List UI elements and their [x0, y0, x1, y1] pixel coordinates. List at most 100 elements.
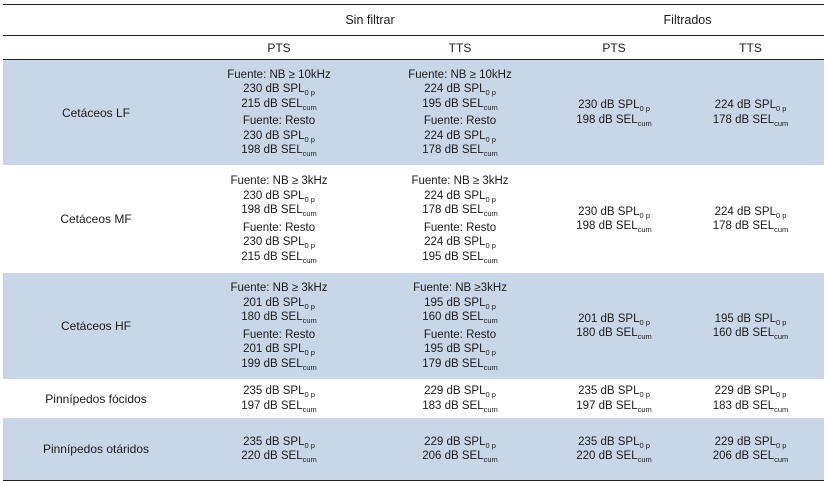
spl-value: 229 — [714, 435, 734, 448]
threshold-cell: 195 dB SPL0 p 160 dB SELcum — [677, 272, 825, 380]
spl-value: 230 — [243, 129, 263, 142]
spl-unit: dB SPL — [265, 189, 305, 202]
sel-unit: dB SEL — [263, 450, 303, 462]
sel-unit: dB SEL — [263, 250, 303, 263]
sel-unit: dB SEL — [735, 450, 775, 462]
source-condition: Fuente: NB ≥ 10kHz — [227, 68, 331, 81]
threshold-cell: Fuente: NB ≥ 3kHz 201 dB SPL0 p 180 dB SEL… — [189, 272, 369, 380]
sel-line: 206 dB SELcum — [677, 449, 824, 464]
row-group-label: Pinnípedos fócidos — [3, 379, 189, 418]
sel-subscript: cum — [637, 455, 652, 464]
sel-subscript: cum — [774, 332, 789, 341]
threshold-block: Fuente: NB ≥ 10kHz 230 dB SPL0 p 215 dB SE… — [189, 68, 369, 112]
sel-unit: dB SEL — [263, 204, 303, 216]
spl-line: 195 dB SPL0 p — [369, 296, 551, 311]
spl-value: 224 — [424, 189, 444, 202]
sel-value: 195 — [422, 250, 442, 263]
spl-subscript: 0 p — [304, 301, 315, 311]
sel-line: 197 dB SELcum — [551, 399, 677, 414]
sel-value: 206 — [422, 450, 442, 462]
source-condition: Fuente: Resto — [423, 328, 497, 341]
spl-subscript: 0 p — [485, 194, 496, 204]
sel-value: 220 — [241, 450, 261, 462]
threshold-block: Fuente: NB ≥ 3kHz 201 dB SPL0 p 180 dB SEL… — [189, 281, 369, 325]
spl-unit: dB SPL — [600, 312, 640, 325]
spl-line: 224 dB SPL0 p — [369, 82, 551, 97]
spl-line: 235 dB SPL0 p — [189, 435, 369, 450]
spl-value: 235 — [243, 435, 263, 448]
sel-unit: dB SEL — [735, 399, 775, 412]
sel-value: 220 — [576, 450, 596, 462]
sel-line: 206 dB SELcum — [369, 449, 551, 464]
spl-subscript: 0 p — [775, 104, 787, 113]
sel-unit: dB SEL — [444, 357, 484, 370]
subheader-pts: PTS — [189, 35, 369, 60]
spl-line: 230 dB SPL0 p — [189, 129, 369, 144]
sel-value: 199 — [241, 357, 261, 370]
source-condition: Fuente: NB ≥ 3kHz — [230, 282, 328, 294]
sel-subscript: cum — [774, 225, 789, 234]
threshold-cell: Fuente: NB ≥ 10kHz 224 dB SPL0 p 195 dB SE… — [369, 59, 552, 166]
spl-subscript: 0 p — [304, 390, 315, 399]
sel-subscript: cum — [302, 255, 317, 265]
spl-unit: dB SPL — [265, 435, 305, 448]
source-condition: Fuente: NB ≥ 3kHz — [411, 175, 509, 187]
sel-unit: dB SEL — [444, 450, 484, 462]
threshold-block: 229 dB SPL0 p 183 dB SELcum — [369, 384, 551, 413]
spl-unit: dB SPL — [736, 205, 776, 218]
spl-value: 235 — [578, 435, 598, 448]
spl-subscript: 0 p — [639, 210, 650, 220]
spl-value: 224 — [424, 83, 444, 95]
spl-unit: dB SPL — [265, 296, 305, 309]
sel-line: 215 dB SELcum — [189, 97, 369, 112]
spl-line: 229 dB SPL0 p — [369, 384, 551, 399]
spl-unit: dB SPL — [265, 83, 305, 95]
sel-subscript: cum — [483, 255, 498, 265]
threshold-block: 201 dB SPL0 p 180 dB SELcum — [551, 312, 677, 341]
spl-subscript: 0 p — [304, 440, 315, 450]
spl-unit: dB SPL — [265, 343, 305, 355]
source-condition: Fuente: NB ≥ 3kHz — [230, 175, 328, 187]
threshold-cell: 201 dB SPL0 p 180 dB SELcum — [551, 272, 678, 380]
spl-line: 230 dB SPL0 p — [189, 235, 369, 250]
threshold-cell: 235 dB SPL0 p 220 dB SELcum — [551, 417, 678, 481]
spl-value: 230 — [243, 83, 263, 95]
sel-value: 180 — [241, 311, 261, 323]
sel-unit: dB SEL — [598, 399, 638, 412]
threshold-cell: 224 dB SPL0 p 178 dB SELcum — [677, 165, 825, 273]
source-condition: Fuente: NB ≥ 10kHz — [408, 68, 512, 81]
sel-subscript: cum — [302, 149, 317, 158]
spl-unit: dB SPL — [446, 343, 486, 355]
spl-line: 230 dB SPL0 p — [551, 98, 677, 113]
spl-value: 235 — [243, 385, 263, 397]
spl-subscript: 0 p — [304, 88, 315, 97]
table-row: Cetáceos HF Fuente: NB ≥ 3kHz 201 dB SPL0 … — [3, 272, 825, 380]
spl-unit: dB SPL — [600, 435, 640, 448]
sel-subscript: cum — [483, 209, 498, 218]
source-condition: Fuente: Resto — [242, 115, 316, 127]
spl-subscript: 0 p — [485, 390, 496, 399]
group-header-sin-filtrar: Sin filtrar — [189, 4, 552, 36]
threshold-block: 235 dB SPL0 p 197 dB SELcum — [551, 384, 677, 413]
threshold-cell: 230 dB SPL0 p 198 dB SELcum — [551, 59, 678, 166]
spl-value: 224 — [714, 205, 734, 218]
spl-subscript: 0 p — [639, 440, 650, 450]
sel-subscript: cum — [302, 455, 317, 464]
threshold-cell: 224 dB SPL0 p 178 dB SELcum — [677, 59, 825, 166]
threshold-block: 235 dB SPL0 p 197 dB SELcum — [189, 384, 369, 413]
sel-subscript: cum — [483, 102, 498, 112]
spl-value: 230 — [578, 205, 598, 218]
spl-line: 229 dB SPL0 p — [677, 384, 824, 399]
sel-value: 198 — [241, 144, 261, 156]
spl-value: 224 — [424, 236, 444, 248]
source-condition: Fuente: Resto — [242, 328, 316, 341]
subheader-tts: TTS — [677, 35, 825, 60]
spl-subscript: 0 p — [775, 390, 787, 399]
spl-value: 230 — [578, 99, 598, 111]
sel-line: 160 dB SELcum — [677, 326, 824, 341]
spl-subscript: 0 p — [304, 241, 315, 250]
sel-line: 198 dB SELcum — [551, 113, 677, 128]
spl-unit: dB SPL — [600, 99, 640, 111]
sel-unit: dB SEL — [444, 311, 484, 323]
